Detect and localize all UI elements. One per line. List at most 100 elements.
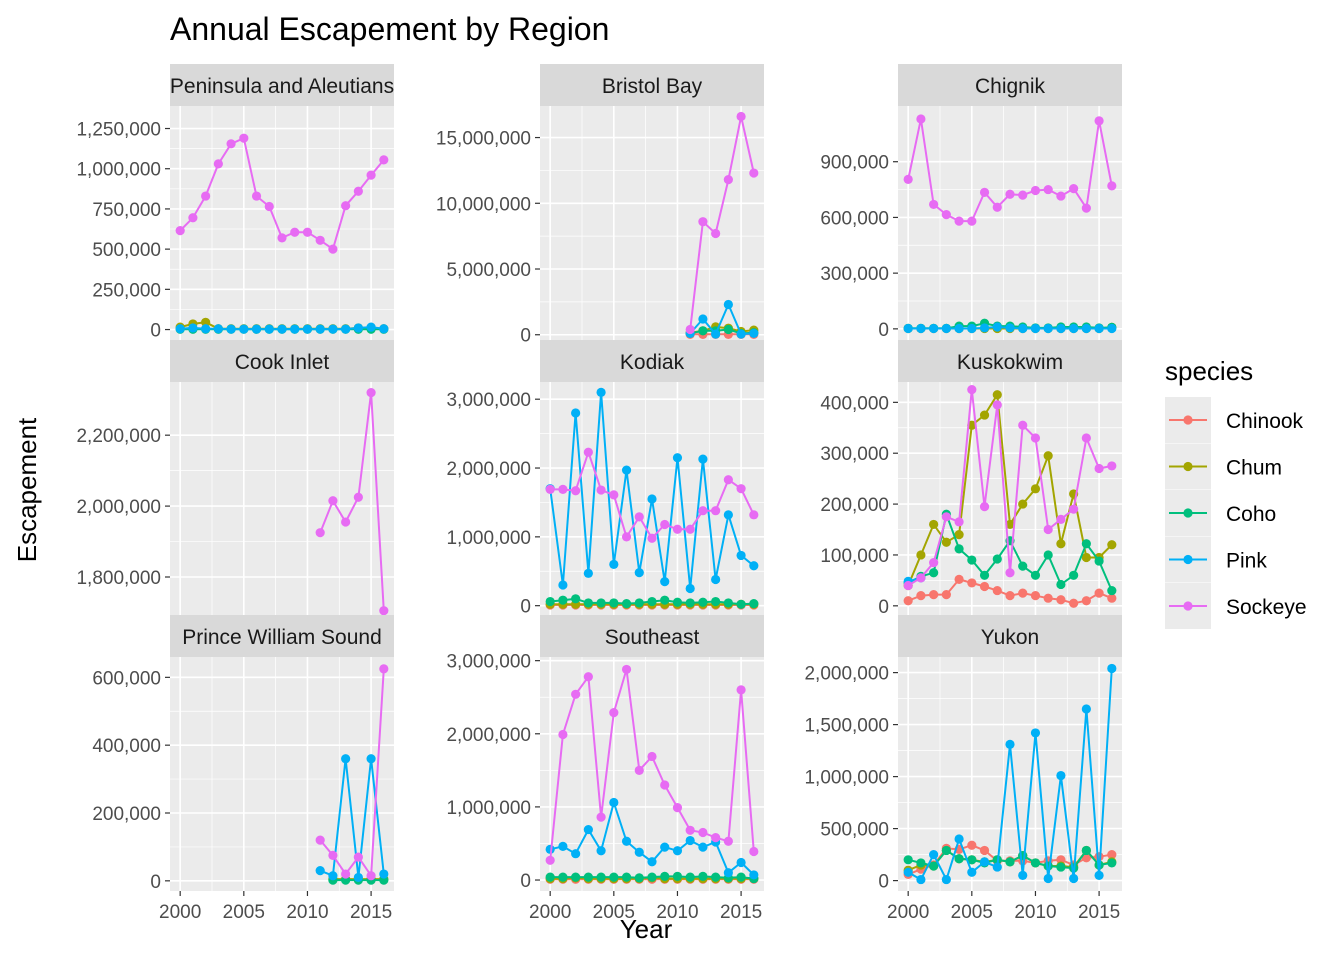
x-tick-label: 2005 (951, 902, 993, 923)
y-tick-label: 2,000,000 (76, 497, 161, 518)
data-point (954, 530, 964, 540)
data-point (290, 227, 300, 237)
data-point (264, 324, 274, 334)
series-coho (545, 594, 759, 609)
data-point (1069, 504, 1079, 514)
data-point (201, 191, 211, 201)
panel-background (170, 106, 394, 340)
data-point (979, 570, 990, 580)
data-point (749, 168, 759, 178)
panel-strip-label: Kuskokwim (957, 351, 1063, 374)
panel-strip-label: Bristol Bay (602, 75, 703, 98)
data-point (941, 590, 951, 600)
panel-strip (898, 340, 1122, 382)
data-point (315, 324, 325, 334)
data-point (660, 519, 670, 530)
data-point (954, 834, 964, 844)
series-sockeye (545, 664, 759, 865)
data-point (353, 872, 363, 883)
series-pink (545, 797, 759, 880)
data-point (1056, 862, 1066, 872)
data-point (621, 836, 632, 846)
data-point (1005, 189, 1015, 199)
data-point (634, 568, 644, 578)
data-point (1107, 323, 1117, 334)
legend-key-point (1183, 415, 1193, 425)
data-point (621, 599, 632, 609)
data-point (634, 512, 644, 522)
series-pink (545, 387, 759, 594)
data-point (558, 872, 568, 882)
data-point (660, 871, 670, 881)
data-point (1081, 323, 1091, 334)
data-point (1018, 499, 1028, 509)
data-point (979, 323, 990, 333)
data-point (723, 868, 733, 878)
data-point (954, 574, 964, 584)
data-point (341, 869, 351, 879)
data-point (647, 494, 657, 504)
data-point (736, 872, 746, 882)
data-point (379, 324, 389, 334)
data-point (992, 202, 1002, 212)
data-point (609, 559, 619, 569)
data-point (647, 872, 657, 882)
data-point (1056, 579, 1066, 590)
data-point (941, 512, 951, 522)
data-point (302, 324, 313, 334)
data-point (583, 872, 593, 882)
data-point (979, 410, 990, 420)
data-point (685, 825, 695, 835)
data-point (1030, 185, 1041, 196)
data-point (353, 492, 363, 502)
data-point (366, 754, 376, 764)
data-point (1094, 323, 1104, 334)
x-tick-label: 2015 (350, 902, 392, 923)
data-point (954, 323, 964, 334)
y-tick-label: 750,000 (92, 200, 161, 221)
data-point (929, 323, 939, 334)
data-point (929, 861, 939, 871)
data-point (916, 573, 926, 583)
legend-key-point (1183, 554, 1193, 565)
data-point (672, 871, 683, 881)
data-point (264, 201, 274, 212)
data-point (315, 835, 325, 845)
panel-strip (540, 340, 764, 382)
data-point (1056, 539, 1066, 549)
data-point (366, 388, 376, 398)
y-tick-label: 250,000 (92, 280, 161, 301)
data-point (660, 576, 670, 587)
y-tick-label: 0 (520, 871, 531, 892)
data-point (672, 846, 683, 856)
data-point (315, 866, 325, 876)
x-tick-label: 2000 (887, 902, 929, 923)
data-point (188, 323, 198, 333)
data-point (979, 502, 990, 512)
x-tick-label: 2005 (593, 902, 635, 923)
data-point (239, 133, 249, 143)
data-point (545, 872, 555, 882)
data-point (1094, 463, 1104, 474)
data-point (201, 317, 211, 327)
y-tick-label: 200,000 (820, 495, 889, 516)
data-point (749, 870, 759, 880)
data-point (929, 850, 939, 860)
data-point (596, 846, 606, 856)
data-point (711, 228, 721, 239)
data-point (916, 550, 926, 560)
data-point (967, 555, 977, 565)
data-point (315, 235, 325, 245)
data-point (1018, 588, 1028, 598)
data-point (1069, 184, 1079, 194)
data-point (954, 517, 964, 527)
data-point (711, 506, 721, 516)
data-point (698, 506, 708, 516)
data-point (723, 836, 733, 846)
panel-bristol-bay: Bristol Bay 0 5,000,000 10,000,000 15,000,00… (436, 64, 764, 347)
panel-southeast: Southeast 0 1,000,000 2,000,000 3,000,000 200… (446, 615, 764, 923)
data-point (736, 111, 746, 122)
data-point (226, 139, 236, 149)
panel-strip (170, 64, 394, 106)
